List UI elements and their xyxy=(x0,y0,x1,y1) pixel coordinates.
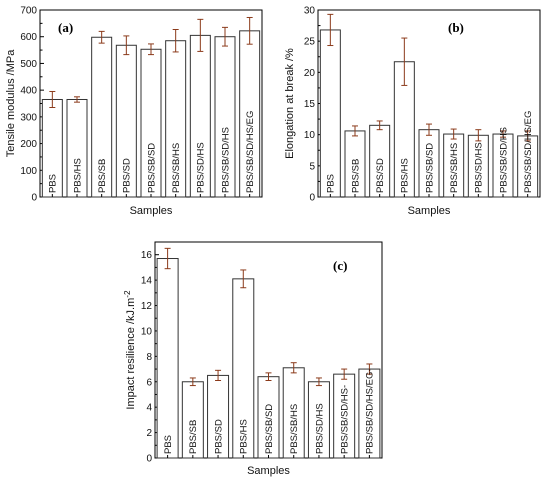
category-label: PBS xyxy=(48,174,59,193)
bar xyxy=(156,258,179,459)
category-label: PBS/SB/SD xyxy=(146,143,157,193)
y-axis-label: Impact resilience /kJ.m-2 xyxy=(123,290,138,410)
category-label: PBS/SB xyxy=(188,420,199,454)
category-label: PBS/SB xyxy=(97,159,108,193)
y-tick-label: 600 xyxy=(20,32,37,43)
category-label: PBS/SB/SD xyxy=(424,143,435,193)
y-tick-label: 0 xyxy=(31,193,37,204)
y-axis-label-superscript: -2 xyxy=(123,290,132,298)
category-label: PBS/SB/SD/HS/EG xyxy=(245,111,256,193)
panel-label: (c) xyxy=(333,258,347,273)
panel-label: (b) xyxy=(448,20,464,35)
category-label: PBS/SB/HS xyxy=(289,404,300,454)
y-tick-label: 700 xyxy=(20,6,37,17)
y-tick-label: 400 xyxy=(20,86,37,97)
category-label: PBS/HS xyxy=(72,158,83,193)
category-label: PBS/SD xyxy=(213,419,224,454)
category-label: PBS/SB xyxy=(350,159,361,193)
y-tick-label: 300 xyxy=(20,112,37,123)
y-tick-label: 10 xyxy=(141,326,153,337)
y-tick-label: 2 xyxy=(146,428,152,439)
y-axis-label: Tensile modulus /MPa xyxy=(5,49,17,157)
x-axis-label: Samples xyxy=(247,465,290,477)
category-label: PBS/SB/SD/HS xyxy=(498,127,509,193)
chart-panel-3: 0 2 4 6 8 10 12 14 16 PBS PBS/SB PBS/SD PBS/HS PBS/SB… xyxy=(123,241,383,477)
y-tick-label: 200 xyxy=(20,139,37,150)
category-label: PBS/SB/SD/HS- xyxy=(339,385,350,454)
y-tick-label: 500 xyxy=(20,59,37,70)
y-tick-label: 16 xyxy=(141,250,153,261)
y-tick-label: 30 xyxy=(304,6,316,17)
category-label: PBS/SD xyxy=(375,158,386,193)
category-label: PBS/SB/SD/HS/EG- xyxy=(365,368,376,454)
chart-panel-2: 0 5 10 15 20 25 30 PBS PBS/SB PBS/SD PBS/HS PBS/SB/… xyxy=(284,6,541,217)
y-tick-label: 0 xyxy=(146,454,152,465)
category-label: PBS/HS xyxy=(239,419,250,454)
y-tick-label: 12 xyxy=(141,301,153,312)
y-tick-label: 14 xyxy=(141,276,153,287)
bar xyxy=(319,29,341,198)
category-label: PBS/SB/HS xyxy=(449,143,460,193)
category-label: PBS xyxy=(163,435,174,454)
y-tick-label: 100 xyxy=(20,166,37,177)
chart-panel-1: 0 100 200 300 400 500 600 700 PBS PBS/HS PBS/SB PBS… xyxy=(5,6,263,217)
y-tick-label: 4 xyxy=(146,403,152,414)
category-label: PBS/SD/HS xyxy=(314,403,325,454)
y-tick-label: 20 xyxy=(304,68,316,79)
category-label: PBS/SB/SD/HS/EG xyxy=(523,111,534,193)
y-tick-label: 15 xyxy=(304,99,316,110)
category-label: PBS/SB/SD/HS xyxy=(220,127,231,193)
category-label: PBS/SD/HS xyxy=(196,142,207,193)
category-label: PBS/SB/HS xyxy=(171,143,182,193)
category-label: PBS/HS xyxy=(400,158,411,193)
panel-label: (a) xyxy=(58,20,73,35)
y-tick-label: 25 xyxy=(304,37,316,48)
category-label: PBS/SB/SD xyxy=(264,404,275,454)
y-tick-label: 5 xyxy=(309,161,315,172)
x-axis-label: Samples xyxy=(130,205,173,217)
y-tick-label: 8 xyxy=(146,352,152,363)
category-label: PBS/SD xyxy=(122,158,133,193)
y-tick-label: 0 xyxy=(309,193,315,204)
y-tick-label: 6 xyxy=(146,377,152,388)
category-label: PBS/SD/HS xyxy=(474,142,485,193)
category-label: PBS xyxy=(326,174,337,193)
x-axis-label: Samples xyxy=(408,205,451,217)
y-tick-label: 10 xyxy=(304,130,316,141)
y-axis-label: Elongation at break /% xyxy=(284,48,296,159)
